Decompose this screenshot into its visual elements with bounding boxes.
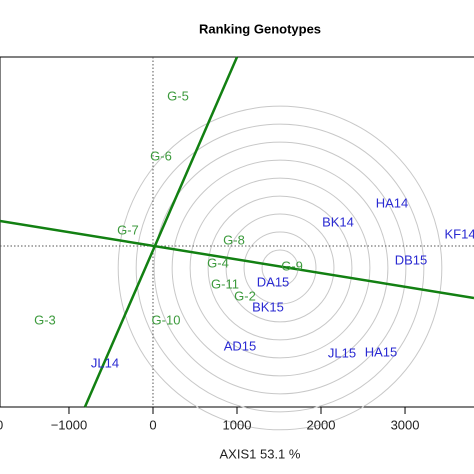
point-label: BK14 <box>322 214 354 229</box>
x-axis-label: AXIS1 53.1 % <box>220 446 301 461</box>
x-tick-label: −1000 <box>51 417 88 432</box>
point-label: G-6 <box>150 148 172 163</box>
axis-line <box>83 56 239 408</box>
ring <box>243 231 317 305</box>
ring <box>171 159 389 377</box>
chart-title: Ranking Genotypes <box>199 21 321 36</box>
x-tick-label: 0 <box>149 417 156 432</box>
point-label: G-2 <box>234 288 256 303</box>
point-label: JL15 <box>328 345 356 360</box>
point-label: G-9 <box>281 258 303 273</box>
point-label: AD15 <box>224 338 257 353</box>
ring <box>261 249 299 287</box>
ring <box>117 105 443 431</box>
point-label: BK15 <box>252 299 284 314</box>
point-label: G-10 <box>152 312 181 327</box>
ring <box>153 141 407 395</box>
point-label: G-3 <box>34 312 56 327</box>
point-label: DA15 <box>257 274 290 289</box>
x-tick-label: 3000 <box>391 417 420 432</box>
x-tick-label: −2000 <box>0 417 3 432</box>
point-label: G-7 <box>117 222 139 237</box>
point-label: JL14 <box>91 355 119 370</box>
x-tick-label: 1000 <box>223 417 252 432</box>
point-label: KF14 <box>445 226 474 241</box>
ring <box>189 177 371 359</box>
point-label: G-11 <box>211 276 239 291</box>
ring <box>207 195 353 341</box>
ring <box>135 123 425 413</box>
x-tick-label: 2000 <box>307 417 336 432</box>
point-label: G-8 <box>223 232 245 247</box>
point-label: HA15 <box>365 344 398 359</box>
ring <box>225 213 335 323</box>
axis-line <box>0 219 474 300</box>
point-label: G-4 <box>207 255 229 270</box>
point-label: HA14 <box>376 195 409 210</box>
point-label: G-5 <box>167 88 189 103</box>
point-label: DB15 <box>395 252 428 267</box>
